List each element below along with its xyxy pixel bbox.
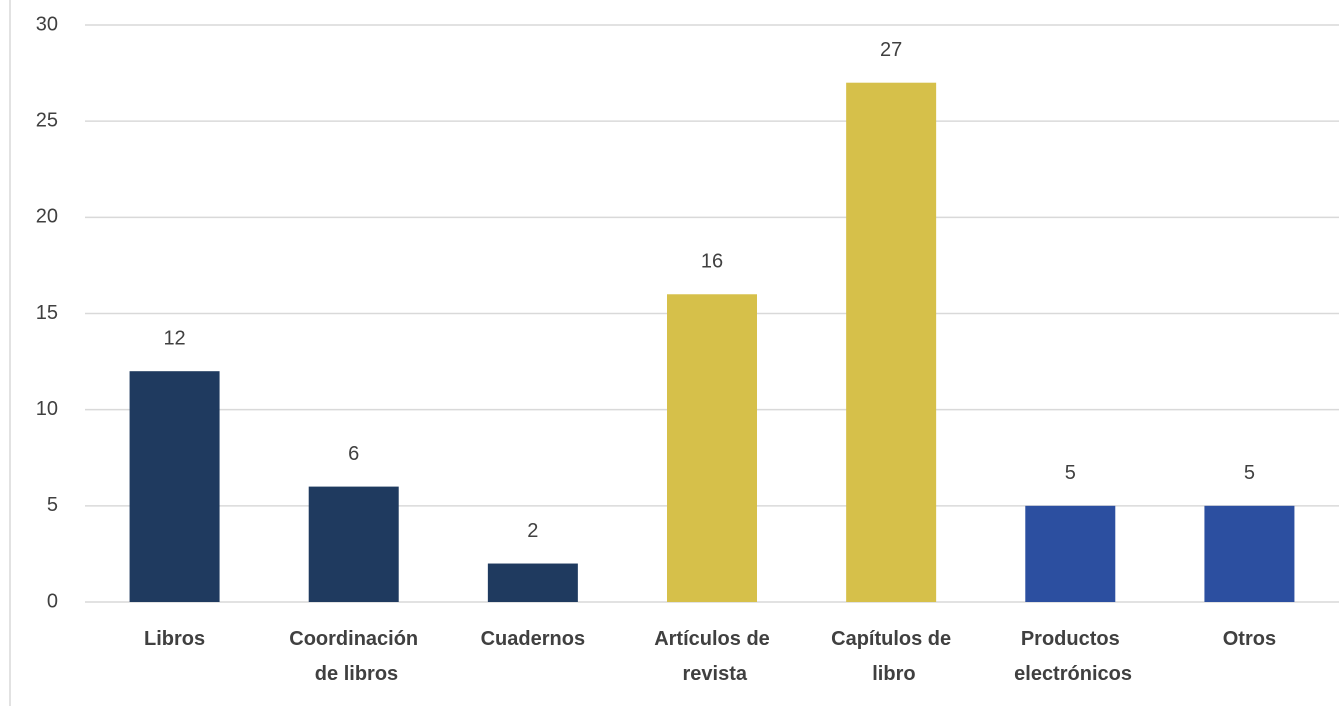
x-tick-label: Productos electrónicos [1009, 628, 1132, 685]
data-label: 5 [1065, 462, 1076, 484]
y-tick-label: 20 [36, 206, 58, 228]
x-tick-label: Otros [1223, 628, 1276, 650]
x-tick-label: Capítulos de libro [831, 628, 951, 685]
x-tick-label: Cuadernos [481, 628, 585, 650]
data-label: 2 [527, 520, 538, 542]
bar [1204, 505, 1295, 602]
data-label: 27 [880, 39, 902, 61]
y-tick-label: 25 [36, 109, 58, 131]
data-label: 6 [348, 443, 359, 465]
x-tick-label: Artículos de revista [654, 628, 770, 685]
y-tick-label: 10 [36, 398, 58, 420]
bar [308, 486, 399, 602]
bar [487, 563, 578, 602]
bar [846, 82, 937, 602]
bar [1025, 505, 1116, 602]
data-label: 12 [163, 327, 185, 349]
x-tick-label: Libros [144, 628, 205, 650]
y-tick-label: 30 [36, 13, 58, 35]
y-tick-label: 0 [47, 590, 58, 612]
y-tick-label: 5 [47, 494, 58, 516]
data-label: 16 [701, 251, 723, 273]
y-tick-label: 15 [36, 302, 58, 324]
bar [129, 371, 220, 602]
bar [667, 294, 757, 602]
x-tick-label: Coordinación de libros [289, 628, 418, 685]
data-label: 5 [1244, 462, 1255, 484]
